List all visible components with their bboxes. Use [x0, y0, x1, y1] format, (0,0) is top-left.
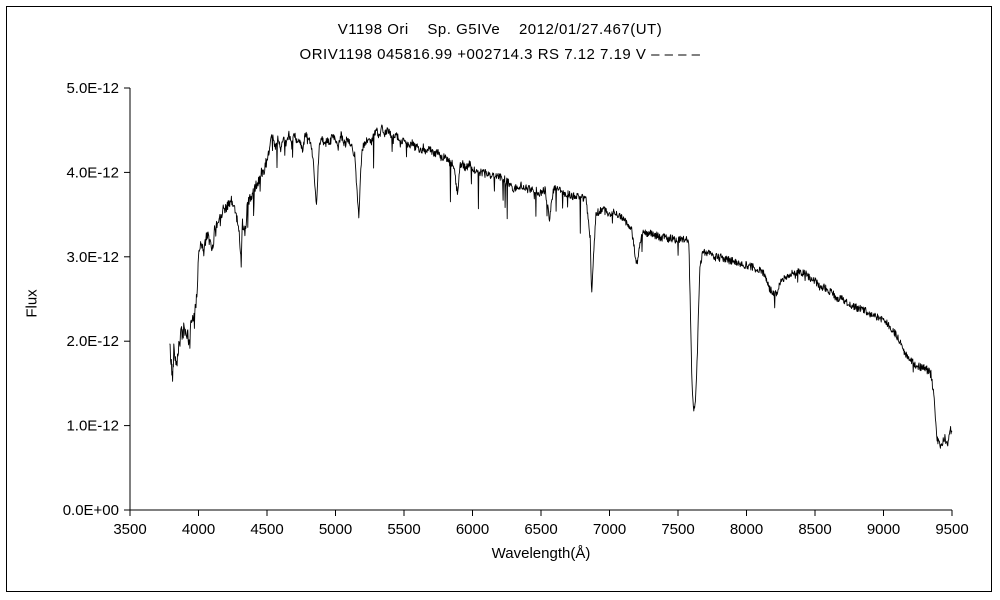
x-axis-label: Wavelength(Å) [491, 545, 591, 562]
x-tick-label: 6500 [524, 521, 557, 538]
spectrum-line [169, 124, 953, 449]
x-tick-label: 7500 [661, 521, 694, 538]
y-tick-label: 5.0E-12 [66, 80, 119, 97]
y-tick-label: 2.0E-12 [66, 333, 119, 350]
x-tick-label: 7000 [593, 521, 626, 538]
x-tick-label: 5500 [387, 521, 420, 538]
chart-title: V1198 Ori Sp. G5IVe 2012/01/27.467(UT) [337, 21, 663, 38]
y-tick-label: 3.0E-12 [66, 249, 119, 266]
x-tick-label: 9000 [867, 521, 900, 538]
x-tick-label: 8500 [798, 521, 831, 538]
x-tick-label: 5000 [319, 521, 352, 538]
chart-subtitle: ORIV1198 045816.99 +002714.3 RS 7.12 7.1… [299, 46, 701, 63]
x-tick-label: 3500 [113, 521, 146, 538]
x-tick-label: 9500 [935, 521, 968, 538]
x-tick-label: 4000 [182, 521, 215, 538]
figure-border [6, 6, 992, 592]
x-tick-label: 8000 [730, 521, 763, 538]
y-tick-label: 4.0E-12 [66, 164, 119, 181]
x-tick-label: 6000 [456, 521, 489, 538]
y-tick-label: 0.0E+00 [63, 502, 119, 519]
x-tick-label: 4500 [250, 521, 283, 538]
y-tick-label: 1.0E-12 [66, 418, 119, 435]
